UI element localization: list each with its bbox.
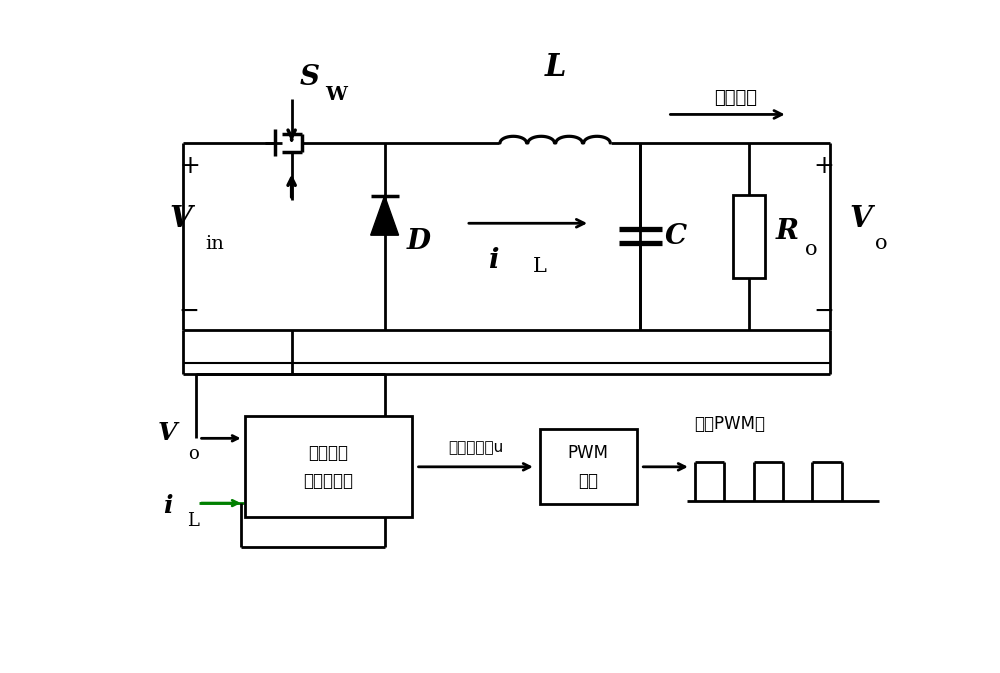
Text: L: L	[533, 257, 547, 276]
Bar	[245, 417, 412, 518]
Text: 有限时间
无源控制器: 有限时间 无源控制器	[303, 444, 353, 490]
Text: L: L	[544, 52, 566, 83]
Text: V: V	[169, 204, 192, 233]
Bar	[733, 194, 765, 278]
Text: in: in	[205, 235, 224, 253]
Text: o: o	[188, 445, 199, 463]
Text: 等幅PWM波: 等幅PWM波	[695, 415, 766, 433]
Text: i: i	[488, 246, 498, 274]
Text: S: S	[299, 64, 319, 91]
Text: o: o	[875, 234, 888, 254]
Text: W: W	[325, 86, 347, 104]
Text: V: V	[850, 204, 872, 233]
Text: i: i	[163, 494, 172, 518]
Text: 连续控制律u: 连续控制律u	[448, 440, 503, 456]
Text: o: o	[805, 240, 817, 258]
Text: 负载电流: 负载电流	[714, 89, 757, 106]
Bar	[540, 429, 637, 504]
Text: −: −	[179, 299, 200, 323]
Text: C: C	[665, 223, 687, 250]
Text: L: L	[187, 512, 199, 530]
Text: +: +	[179, 154, 200, 178]
Text: R: R	[776, 217, 799, 244]
Polygon shape	[371, 196, 399, 235]
Text: −: −	[814, 299, 835, 323]
Text: D: D	[406, 228, 430, 255]
Text: +: +	[814, 154, 834, 178]
Text: PWM
斩波: PWM 斩波	[568, 444, 609, 490]
Text: V: V	[158, 421, 177, 445]
